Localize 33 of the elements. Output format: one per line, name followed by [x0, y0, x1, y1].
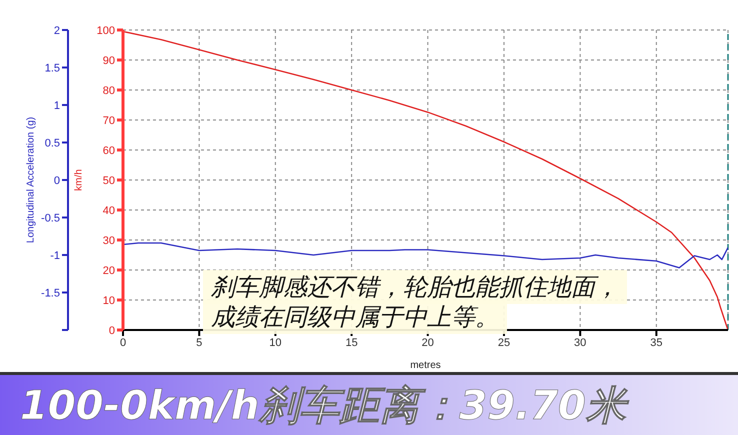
x-tick-label: 0: [120, 336, 126, 349]
y2-tick-label: -1: [50, 250, 60, 262]
x-tick-label: 35: [650, 336, 662, 349]
y2-tick-label: 0.5: [44, 137, 60, 150]
y2-tick-label: 1: [54, 100, 60, 112]
y2-tick-label: -1.5: [41, 287, 60, 300]
y-tick-label: 50: [102, 174, 115, 187]
y-tick-label: 60: [102, 144, 115, 157]
y2-tick-label: 1.5: [44, 62, 60, 74]
y-tick-label: 90: [102, 54, 115, 67]
y-tick-label: 70: [102, 114, 115, 127]
y-tick-label: 80: [102, 84, 115, 97]
y-tick-label: 10: [102, 294, 115, 307]
y-tick-label: 100: [96, 24, 115, 37]
annotation: 成绩在同级中属于中上等。: [203, 300, 507, 334]
y2-axis-title: Longitudinal Acceleration (g): [26, 116, 37, 244]
line-series: [123, 242, 728, 268]
y-axis-title: km/h: [74, 169, 85, 191]
x-tick-label: 10: [269, 336, 282, 349]
y-tick-label: 0: [108, 324, 115, 337]
y2-tick-label: 2: [54, 24, 60, 37]
x-tick-label: 15: [345, 336, 358, 349]
y2-tick-label: 0: [54, 174, 60, 187]
y-tick-label: 20: [102, 264, 115, 277]
y-tick-label: 30: [102, 234, 115, 247]
x-axis-title: metres: [410, 360, 441, 371]
y2-tick-label: -0.5: [41, 212, 60, 224]
x-tick-label: 25: [498, 336, 510, 349]
annotation: 刹车脚感还不错，轮胎也能抓住地面，: [203, 270, 627, 304]
x-tick-label: 30: [574, 336, 586, 349]
x-tick-label: 20: [422, 336, 434, 349]
y-tick-label: 40: [102, 204, 115, 217]
x-tick-label: 5: [196, 336, 202, 349]
